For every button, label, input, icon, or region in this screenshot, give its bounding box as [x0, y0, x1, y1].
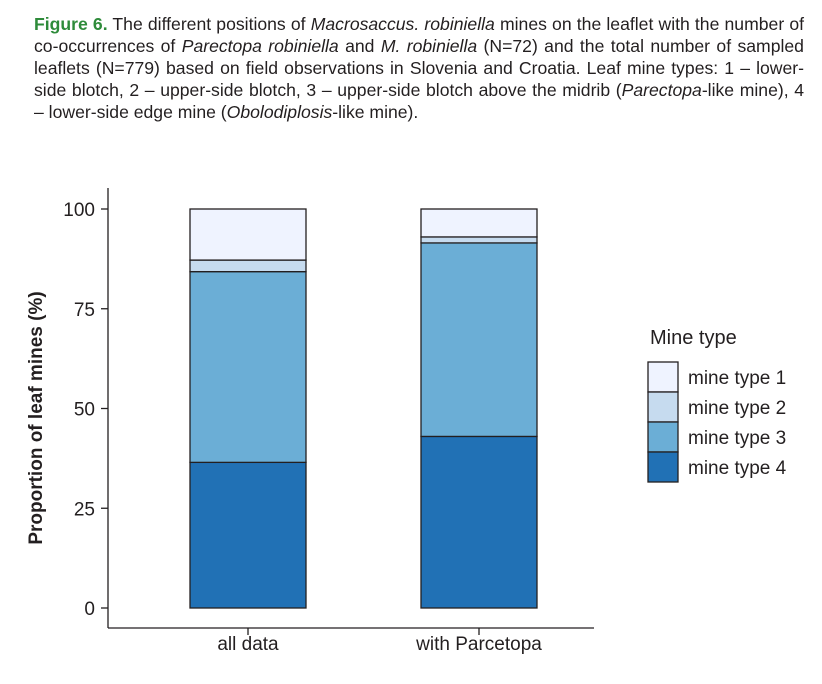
y-tick-label: 75 — [74, 300, 95, 321]
legend-title: Mine type — [650, 327, 737, 349]
caption-segment: Macrosaccus. robiniella — [310, 14, 495, 34]
x-tick-label: all data — [217, 634, 279, 655]
legend-label: mine type 2 — [688, 398, 786, 419]
bar-segment-mine-type-3 — [189, 270, 307, 464]
y-tick-label: 50 — [74, 400, 95, 421]
caption-segment: and — [338, 36, 381, 56]
caption-text: The different positions of Macrosaccus. … — [34, 14, 804, 122]
chart-axes: 0 25 50 75 100 all data with Parcetopa Proporti… — [26, 188, 594, 655]
bar-segment-mine-type-4 — [420, 435, 538, 609]
bar-segment-mine-type-1 — [189, 208, 307, 261]
legend-swatch — [647, 361, 679, 393]
legend-swatch — [647, 421, 679, 453]
legend-label: mine type 1 — [688, 368, 786, 389]
bar-segment-mine-type-2 — [420, 236, 538, 244]
caption-segment: M. robiniella — [380, 36, 478, 56]
figure-caption: Figure 6. The different positions of Mac… — [34, 13, 804, 123]
legend-label: mine type 3 — [688, 428, 786, 449]
figure-label: Figure 6. — [34, 14, 108, 34]
caption-segment: The different positions of — [107, 14, 311, 34]
chart-legend: Mine type mine type 1 mine type 2 mine type… — [647, 327, 787, 483]
y-tick-label: 100 — [63, 200, 95, 221]
caption-segment: Parectopa robiniella — [181, 36, 339, 56]
x-tick-label: with Parcetopa — [415, 634, 542, 655]
caption-segment: mines on the leaflet with the number of … — [34, 14, 805, 56]
y-axis-label: Proportion of leaf mines (%) — [26, 291, 47, 544]
caption-segment: -like mine), 4 – lower-side edge mine ( — [34, 80, 805, 122]
legend-swatch — [647, 391, 679, 423]
caption-segment: Obolodiplosis — [226, 102, 333, 122]
bar-segment-mine-type-4 — [189, 461, 307, 609]
bar-segment-mine-type-3 — [420, 242, 538, 438]
bar-segment-mine-type-2 — [189, 259, 307, 273]
caption-segment: -like mine). — [332, 102, 419, 122]
y-tick-label: 25 — [74, 499, 95, 520]
caption-segment: (N=72) and the total number of sampled l… — [34, 36, 804, 100]
legend-label: mine type 4 — [688, 458, 787, 479]
bar-segment-mine-type-1 — [420, 208, 538, 238]
chart-bars — [189, 208, 538, 609]
caption-segment: Parectopa — [621, 80, 702, 100]
y-tick-label: 0 — [84, 599, 95, 620]
legend-swatch — [647, 451, 679, 483]
